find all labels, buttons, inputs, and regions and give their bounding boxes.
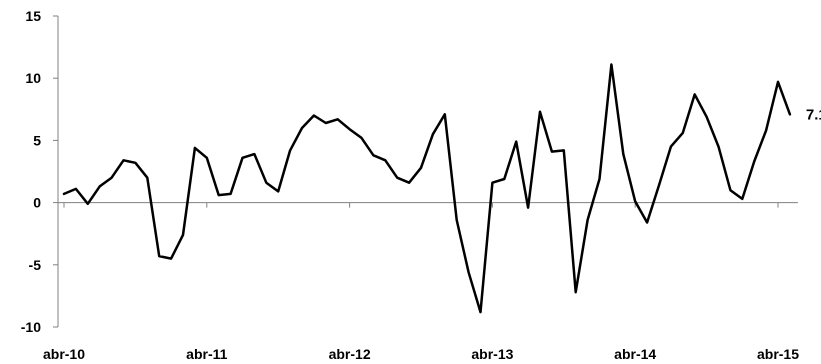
x-tick-label: abr-11 — [186, 346, 227, 362]
y-tick-label: 5 — [33, 132, 41, 148]
y-axis-tick-labels: 15 10 5 0 -5 -10 — [21, 8, 41, 335]
series-line — [62, 63, 792, 314]
x-tick-label: abr-10 — [43, 346, 85, 362]
x-tick-label: abr-15 — [757, 346, 799, 362]
y-tick-label: -10 — [21, 319, 41, 335]
x-tick-label: abr-12 — [329, 346, 371, 362]
x-tick-label: abr-14 — [614, 346, 656, 362]
y-tick-label: -5 — [29, 257, 42, 273]
y-tick-label: 10 — [25, 70, 41, 86]
y-tick-label: 0 — [33, 195, 41, 211]
y-tick-label: 15 — [25, 8, 41, 24]
x-axis-tick-labels: abr-10 abr-11 abr-12 abr-13 abr-14 abr-15 — [43, 346, 799, 362]
axes — [53, 15, 798, 328]
x-tick-label: abr-13 — [471, 346, 513, 362]
end-value-label: 7.1 — [806, 106, 821, 123]
